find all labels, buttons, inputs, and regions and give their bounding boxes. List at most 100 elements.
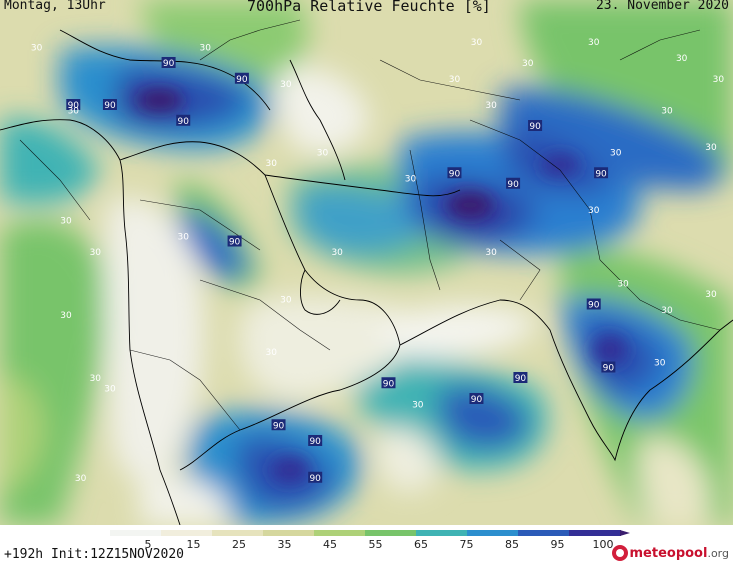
contour-label: 90 — [161, 57, 176, 69]
legend-swatch — [212, 530, 264, 536]
legend-tick-label: 5 — [145, 538, 152, 551]
contour-label-text: 90 — [383, 379, 395, 389]
legend-tick-label: 35 — [278, 538, 292, 551]
contour-label: 30 — [280, 295, 292, 305]
legend-arrow — [620, 530, 630, 536]
contour-label-text: 30 — [280, 295, 292, 305]
legend-tick-label: 65 — [414, 538, 428, 551]
humidity-field: 30 30 90 90 30 30 30 30 30 30 30 30 90 90 30 90 90 30 30 30… — [0, 0, 733, 525]
contour-label-text: 30 — [90, 248, 102, 258]
contour-label-text: 90 — [68, 101, 80, 111]
contour-label-text: 90 — [163, 59, 175, 69]
contour-label-text: 30 — [617, 280, 629, 290]
contour-label: 30 — [610, 148, 622, 158]
logo-text: meteopool — [629, 545, 708, 561]
legend-tick-label: 45 — [323, 538, 337, 551]
forecast-day-label: Montag, 13Uhr — [4, 0, 106, 13]
contour-label: 90 — [586, 298, 601, 311]
contour-label-text: 30 — [280, 80, 292, 90]
contour-label: 90 — [102, 99, 117, 111]
legend-swatch — [161, 530, 213, 536]
contour-label-text: 30 — [661, 306, 673, 316]
contour-label: 30 — [90, 248, 102, 258]
contour-label: 90 — [601, 361, 616, 374]
contour-label: 30 — [265, 159, 277, 169]
contour-label: 30 — [588, 38, 600, 48]
contour-label-text: 30 — [265, 159, 277, 169]
contour-label-text: 30 — [485, 101, 497, 111]
contour-label-text: 30 — [471, 38, 483, 48]
contour-label: 30 — [60, 311, 72, 321]
legend-tick-label: 15 — [187, 538, 201, 551]
contour-label: 90 — [447, 167, 462, 179]
contour-label: 30 — [661, 106, 673, 116]
contour-label: 90 — [513, 372, 528, 384]
contour-label: 90 — [528, 120, 543, 132]
contour-label: 90 — [594, 167, 609, 179]
contour-label: 90 — [308, 471, 323, 484]
legend-tick-label: 85 — [505, 538, 519, 551]
contour-label: 30 — [654, 358, 666, 368]
legend-swatch — [518, 530, 570, 536]
contour-label: 30 — [31, 43, 43, 53]
legend-tick-label: 55 — [369, 538, 383, 551]
legend-swatch — [416, 530, 468, 536]
contour-label: 30 — [178, 232, 190, 242]
contour-label: 90 — [66, 99, 81, 111]
contour-label-text: 90 — [595, 169, 607, 179]
contour-label-text: 90 — [507, 180, 519, 190]
contour-label-text: 90 — [104, 101, 116, 111]
contour-label-text: 30 — [104, 385, 116, 395]
contour-label-text: 30 — [713, 75, 725, 85]
contour-label-text: 30 — [705, 143, 717, 153]
contour-label-text: 30 — [60, 217, 72, 227]
contour-label: 30 — [75, 474, 87, 484]
meteopool-logo[interactable]: meteopool .org — [611, 545, 729, 561]
legend-swatch — [569, 530, 621, 536]
borders — [19, 19, 721, 431]
forecast-date-label: 23. November 2020 — [595, 0, 729, 13]
contour-label-text: 90 — [273, 421, 285, 431]
contour-label: 30 — [449, 75, 461, 85]
contour-label-text: 30 — [588, 206, 600, 216]
contour-label: 30 — [104, 385, 116, 395]
contour-labels: 30 30 90 90 30 30 30 30 30 30 30 30 90 90 30 90 90 30 30 30… — [31, 38, 725, 484]
contour-label: 30 — [331, 248, 343, 258]
legend-tick-label: 75 — [460, 538, 474, 551]
contour-label-text: 90 — [529, 122, 541, 132]
contour-label-text: 30 — [522, 59, 534, 69]
contour-label-text: 30 — [610, 148, 622, 158]
contour-label: 30 — [90, 374, 102, 384]
contour-label-text: 30 — [654, 358, 666, 368]
contour-label-text: 30 — [449, 75, 461, 85]
contour-label-text: 30 — [331, 248, 343, 258]
contour-label: 30 — [412, 400, 424, 410]
contour-label: 30 — [522, 59, 534, 69]
contour-label: 30 — [588, 206, 600, 216]
contour-label-text: 90 — [178, 117, 190, 127]
logo-icon — [611, 545, 628, 561]
color-legend: 5 15 25 35 45 55 65 75 85 95 100 — [110, 530, 630, 551]
contour-label-text: 90 — [588, 301, 600, 311]
legend-swatch — [110, 530, 162, 536]
contour-label-text: 30 — [178, 232, 190, 242]
contour-label-text: 30 — [485, 248, 497, 258]
legend-swatch — [314, 530, 366, 536]
logo-suffix: .org — [707, 546, 729, 560]
contour-label-text: 90 — [603, 364, 615, 374]
init-time-label: +192h Init:12Z15NOV2020 — [4, 547, 185, 562]
contour-label-text: 90 — [515, 374, 527, 384]
contour-label: 90 — [234, 72, 249, 85]
contour-label: 30 — [471, 38, 483, 48]
contour-label-text: 30 — [200, 43, 212, 53]
contour-label: 30 — [617, 280, 629, 290]
map-title: 700hPa Relative Feuchte [%] — [247, 0, 491, 15]
contour-label-text: 30 — [588, 38, 600, 48]
contour-label-text: 90 — [309, 437, 321, 447]
contour-label: 30 — [485, 101, 497, 111]
contour-label: 30 — [676, 54, 688, 64]
contour-label: 30 — [713, 75, 725, 85]
contour-label-text: 30 — [405, 175, 417, 185]
contour-label: 30 — [405, 175, 417, 185]
